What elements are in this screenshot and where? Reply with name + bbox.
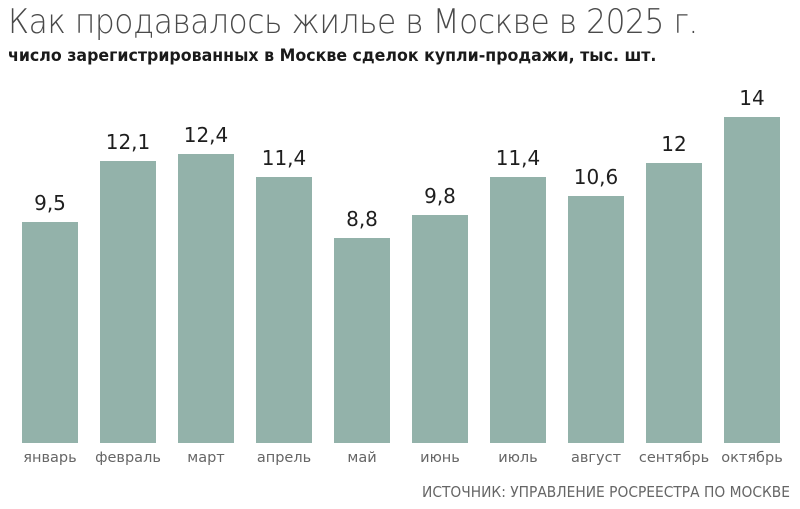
chart-title: Как продавалось жилье в Москве в 2025 г. bbox=[8, 2, 698, 42]
category-label: март bbox=[187, 450, 225, 466]
bar bbox=[22, 222, 78, 443]
category-label: февраль bbox=[95, 450, 161, 466]
bar bbox=[568, 196, 624, 443]
bar bbox=[100, 161, 156, 443]
category-label: октябрь bbox=[721, 450, 783, 466]
bar-value-label: 9,8 bbox=[424, 184, 456, 208]
bar bbox=[490, 177, 546, 443]
bar bbox=[724, 117, 780, 443]
bar bbox=[256, 177, 312, 443]
bar-value-label: 12,1 bbox=[105, 130, 151, 154]
bar-value-label: 8,8 bbox=[346, 207, 378, 231]
bar-value-label: 9,5 bbox=[34, 191, 66, 215]
category-label: сентябрь bbox=[638, 450, 710, 466]
category-label: январь bbox=[23, 450, 77, 466]
bar-value-label: 14 bbox=[739, 86, 765, 110]
bar-value-label: 12,4 bbox=[183, 123, 229, 147]
category-label: апрель bbox=[256, 450, 312, 466]
bar-value-label: 10,6 bbox=[573, 165, 619, 189]
category-label: август bbox=[570, 450, 622, 466]
bar-value-label: 11,4 bbox=[261, 146, 307, 170]
bar bbox=[334, 238, 390, 443]
bar bbox=[178, 154, 234, 443]
category-label: июнь bbox=[420, 450, 460, 466]
bar bbox=[412, 215, 468, 443]
source-note: ИСТОЧНИК: УПРАВЛЕНИЕ РОСРЕЕСТРА ПО МОСКВ… bbox=[422, 483, 790, 501]
category-label: май bbox=[347, 450, 377, 466]
bar-value-label: 11,4 bbox=[495, 146, 541, 170]
bar-value-label: 12 bbox=[661, 132, 687, 156]
chart-subtitle: число зарегистрированных в Москве сделок… bbox=[8, 46, 657, 66]
category-label: июль bbox=[498, 450, 538, 466]
bar bbox=[646, 163, 702, 443]
